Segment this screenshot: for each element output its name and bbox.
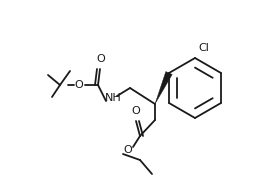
Polygon shape bbox=[155, 72, 172, 104]
Text: O: O bbox=[97, 54, 105, 64]
Text: O: O bbox=[124, 145, 132, 155]
Text: O: O bbox=[132, 106, 140, 116]
Text: O: O bbox=[75, 80, 83, 90]
Text: Cl: Cl bbox=[198, 43, 209, 53]
Text: NH: NH bbox=[105, 93, 122, 103]
